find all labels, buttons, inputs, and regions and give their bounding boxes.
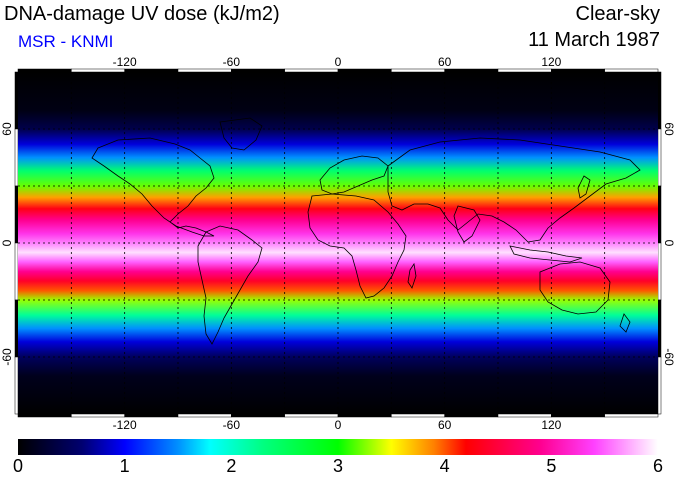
longitude-tick-label: -120 <box>113 55 137 69</box>
frame-segment <box>14 128 19 187</box>
frame-segment <box>604 413 659 418</box>
frame-segment <box>14 242 19 301</box>
latitude-tick-label: 0 <box>0 239 14 246</box>
frame-segment <box>657 299 662 358</box>
map-title: DNA-damage UV dose (kJ/m2) <box>4 3 280 25</box>
japan-outline <box>577 175 591 199</box>
colorbar-tick-label: 5 <box>546 456 557 476</box>
frame-segment <box>231 68 285 73</box>
latitude-labels-left: 60 0 -60 <box>0 122 14 366</box>
new-zealand-outline <box>619 313 631 333</box>
frame-segment <box>444 413 499 418</box>
longitude-tick-label: 0 <box>335 55 342 69</box>
frame-segment <box>231 413 285 418</box>
frame-segment <box>497 413 552 418</box>
frame-segment <box>391 68 445 73</box>
colorbar-fill <box>18 439 658 455</box>
frame-segment <box>551 413 605 418</box>
frame-segment <box>657 242 662 301</box>
colorbar-tick-label: 0 <box>12 456 24 476</box>
longitude-tick-label: -60 <box>223 55 241 69</box>
frame-segment <box>71 413 125 418</box>
frame-segment <box>14 71 19 130</box>
india-outline <box>453 205 481 243</box>
frame-segment <box>657 128 662 187</box>
longitude-labels-bottom: -120 -60 0 60 120 <box>113 418 562 432</box>
frame-segment <box>444 68 499 73</box>
greenland-outline <box>219 117 263 151</box>
longitude-tick-label: -120 <box>113 418 137 432</box>
colorbar <box>18 439 658 455</box>
longitude-tick-label: 60 <box>438 418 452 432</box>
frame-segment <box>71 68 125 73</box>
frame-segment <box>17 413 72 418</box>
longitude-tick-label: 120 <box>541 55 561 69</box>
frame-segment <box>14 299 19 358</box>
colorbar-tick-label: 6 <box>652 456 664 476</box>
frame-segment <box>604 68 659 73</box>
australia-outline <box>539 261 611 315</box>
date-label: 11 March 1987 <box>528 29 660 51</box>
frame-segment <box>124 68 179 73</box>
latitude-labels-right: 60 0 -60 <box>662 122 676 366</box>
madagascar-outline <box>407 262 417 289</box>
latitude-tick-label: -60 <box>0 348 14 366</box>
frame-segment <box>124 413 179 418</box>
frame-segment <box>14 185 19 244</box>
asia-outline <box>387 137 641 243</box>
longitude-labels-top: -120 -60 0 60 120 <box>113 55 562 69</box>
frame-segment <box>657 185 662 244</box>
frame-segment <box>391 413 445 418</box>
colorbar-tick-label: 4 <box>439 456 450 476</box>
graticule <box>18 72 658 414</box>
frame-segment <box>177 413 232 418</box>
latitude-tick-label: -60 <box>662 348 676 366</box>
longitude-tick-label: -60 <box>223 418 241 432</box>
longitude-tick-label: 60 <box>438 55 452 69</box>
north-america-outline <box>91 137 215 237</box>
frame-segment <box>14 356 19 415</box>
sky-condition-label: Clear-sky <box>575 3 660 25</box>
frame-segment <box>284 413 339 418</box>
frame-segment <box>337 68 392 73</box>
uv-dose-map: -120 -60 0 60 120 -120 -60 0 60 120 60 0 -60 60 0 -6… <box>0 55 676 432</box>
longitude-tick-label: 120 <box>541 418 561 432</box>
latitude-tick-label: 60 <box>662 122 676 136</box>
longitude-tick-label: 0 <box>335 418 342 432</box>
frame-segment <box>284 68 339 73</box>
colorbar-tick-label: 3 <box>332 456 344 476</box>
latitude-tick-label: 60 <box>0 122 14 136</box>
colorbar-tick-label: 2 <box>226 456 237 476</box>
indonesia-outline <box>509 245 583 263</box>
south-america-outline <box>197 225 263 345</box>
frame-segment <box>657 356 662 415</box>
frame-segment <box>657 71 662 130</box>
latitude-tick-label: 0 <box>662 240 676 247</box>
colorbar-tick-label: 1 <box>119 456 130 476</box>
frame-segment <box>551 68 605 73</box>
frame-segment <box>497 68 552 73</box>
frame-segment <box>337 413 392 418</box>
frame-segment <box>17 68 72 73</box>
source-label: MSR - KNMI <box>18 32 114 51</box>
frame-segment <box>177 68 232 73</box>
